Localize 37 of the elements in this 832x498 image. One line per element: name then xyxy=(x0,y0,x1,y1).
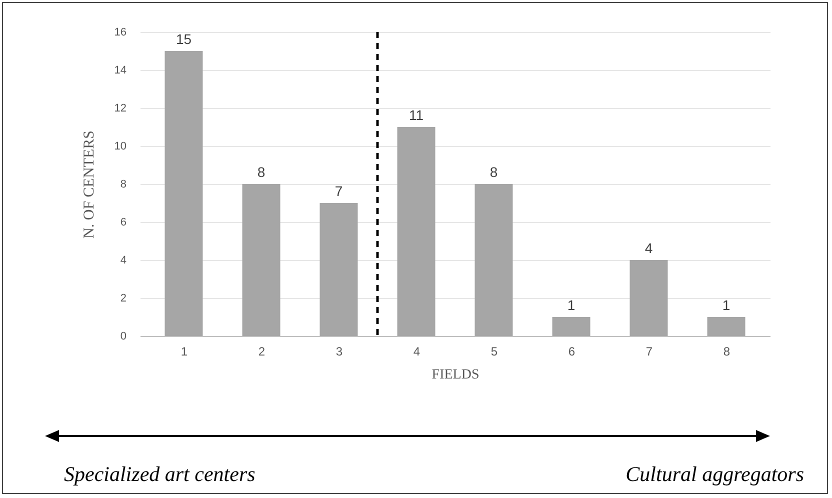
data-label: 4 xyxy=(644,240,653,256)
x-tick-label: 1 xyxy=(180,344,188,358)
y-tick-label: 10 xyxy=(114,140,126,152)
x-tick-label: 4 xyxy=(413,344,420,358)
data-label: 8 xyxy=(490,164,498,180)
bar xyxy=(320,203,358,336)
data-label: 11 xyxy=(408,107,424,123)
x-axis-title: FIELDS xyxy=(432,368,480,382)
y-tick-label: 14 xyxy=(114,64,126,76)
bar xyxy=(397,127,436,336)
x-tick-label: 5 xyxy=(490,344,498,358)
text: Cultural aggregators xyxy=(626,462,804,487)
y-tick-label: 12 xyxy=(114,102,126,114)
x-tick-label: 8 xyxy=(723,344,730,358)
data-label: 1 xyxy=(722,297,730,313)
bar xyxy=(630,260,668,336)
y-tick-label: 6 xyxy=(120,216,126,228)
x-tick-label: 7 xyxy=(646,344,653,358)
bar xyxy=(474,184,513,336)
x-tick-label: 3 xyxy=(336,344,343,358)
x-tick-label: 6 xyxy=(568,344,576,358)
data-label: 15 xyxy=(176,31,192,47)
x-tick-label: 2 xyxy=(258,344,266,358)
data-label: 1 xyxy=(567,297,576,313)
y-tick-label: 4 xyxy=(120,254,126,266)
y-tick-label: 8 xyxy=(120,178,126,190)
data-label: 7 xyxy=(334,183,343,199)
y-tick-label: 2 xyxy=(120,292,126,304)
y-axis-title: N. OF CENTERS xyxy=(81,130,98,238)
text: Specialized art centers xyxy=(64,462,256,487)
y-tick-label: 16 xyxy=(114,26,126,38)
bar xyxy=(242,184,280,336)
bar xyxy=(164,51,203,336)
data-label: 8 xyxy=(257,164,266,180)
bar xyxy=(552,317,590,336)
bar xyxy=(707,317,746,336)
y-tick-label: 0 xyxy=(120,330,126,342)
